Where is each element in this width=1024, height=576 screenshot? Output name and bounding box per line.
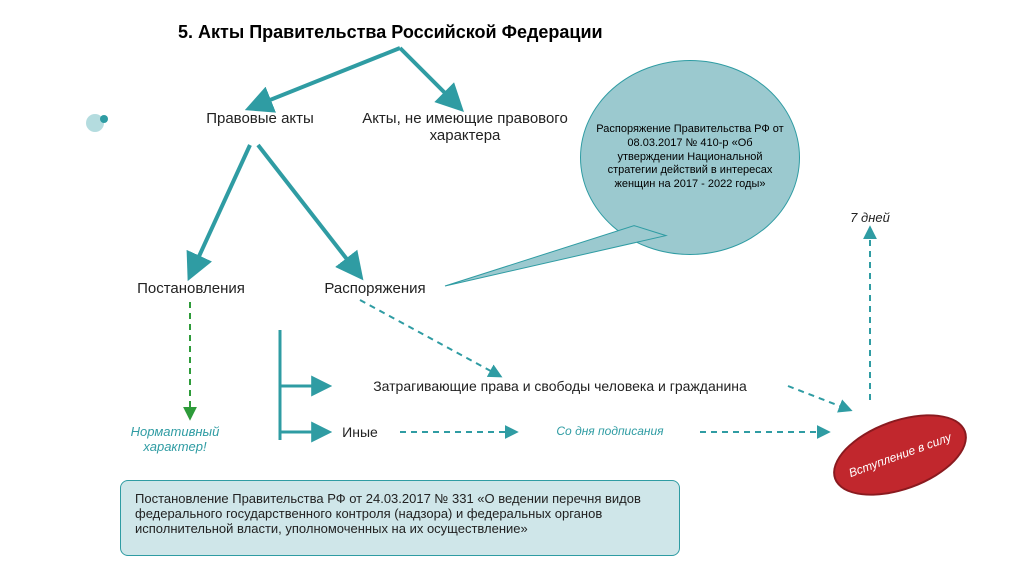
node-decrees: Постановления — [116, 280, 266, 297]
edge — [258, 145, 360, 276]
edge — [788, 386, 850, 410]
deco-orb-inner — [100, 115, 108, 123]
bottom-box: Постановление Правительства РФ от 24.03.… — [120, 480, 680, 556]
node-orders: Распоряжения — [300, 280, 450, 297]
bottom-box-text: Постановление Правительства РФ от 24.03.… — [135, 491, 641, 536]
node-legal-acts: Правовые акты — [170, 110, 350, 127]
edge — [190, 145, 250, 276]
red-oval-text: Вступление в силу — [847, 430, 953, 480]
node-from-signing: Со дня подписания — [520, 424, 700, 438]
edge — [250, 48, 400, 108]
node-other: Иные — [330, 424, 390, 440]
node-rights: Затрагивающие права и свободы человека и… — [330, 378, 790, 394]
slide-title: 5. Акты Правительства Российской Федерац… — [178, 22, 603, 43]
red-oval-effect: Вступление в силу — [822, 398, 977, 512]
callout-bubble-text: Распоряжение Правительства РФ от 08.03.2… — [595, 123, 785, 192]
callout-bubble: Распоряжение Правительства РФ от 08.03.2… — [580, 60, 800, 255]
node-seven-days: 7 дней — [830, 210, 910, 225]
node-normative: Нормативный характер! — [100, 424, 250, 454]
edge — [360, 300, 500, 376]
node-nonlegal-acts: Акты, не имеющие правового характера — [345, 110, 585, 144]
edge — [400, 48, 460, 108]
